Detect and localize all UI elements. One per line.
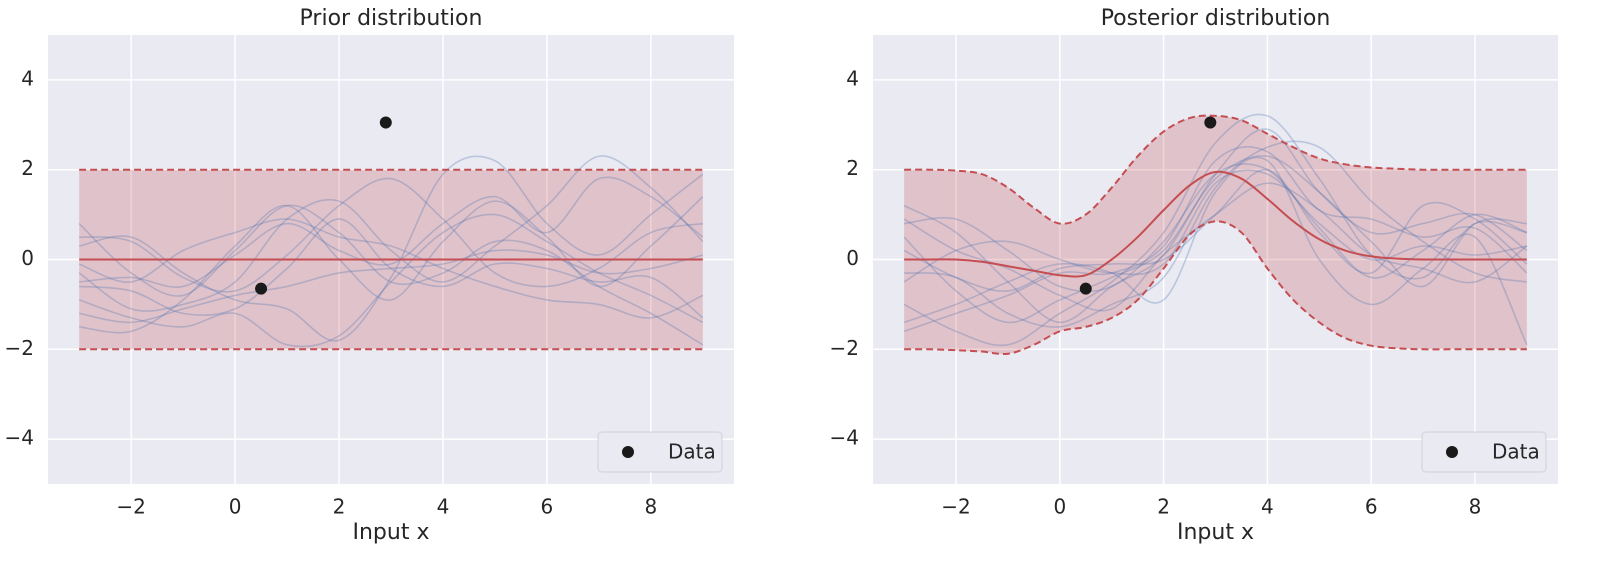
x-tick-label: 6: [541, 495, 554, 519]
sample-line: [79, 218, 704, 319]
lower-bound: [904, 220, 1527, 356]
y-tick-label: 4: [846, 66, 859, 90]
y-tick-label: 2: [846, 156, 859, 180]
sample-line: [903, 182, 1528, 312]
x-tick-label: 2: [1157, 495, 1170, 519]
sample-line: [78, 213, 704, 348]
legend-label: Data: [668, 440, 716, 464]
y-tick-label: −4: [5, 426, 34, 450]
sample-line: [903, 155, 1527, 324]
sample-line: [79, 176, 704, 288]
x-axis-label: Input x: [1177, 520, 1254, 545]
x-tick-label: 0: [1053, 495, 1066, 519]
x-tick-label: 8: [1469, 495, 1482, 519]
sample-line: [903, 146, 1528, 333]
confidence-band: [904, 115, 1527, 355]
sample-line: [78, 218, 704, 319]
legend-marker: [1446, 446, 1458, 458]
sample-line: [78, 155, 704, 312]
upper-bound: [904, 114, 1527, 225]
y-tick-label: 2: [21, 156, 34, 180]
x-axis-label: Input x: [353, 520, 430, 545]
legend: Data: [597, 431, 723, 473]
sample-line: [903, 128, 1528, 324]
sample-line: [903, 169, 1527, 283]
x-tick-label: 4: [437, 495, 450, 519]
y-tick-label: 0: [21, 246, 34, 270]
data-point: [1204, 116, 1217, 129]
x-tick-label: 0: [229, 495, 242, 519]
legend: Data: [1421, 431, 1547, 473]
data-point: [379, 116, 392, 129]
legend-marker: [622, 446, 634, 458]
legend-box: [597, 431, 723, 473]
sample-line: [904, 140, 1527, 328]
x-tick-label: −2: [941, 495, 970, 519]
y-tick-label: −2: [5, 336, 34, 360]
subplot: −2 0 2 4 6 8 −4 −2 0 2 4 Prior distribution Input x D…: [5, 6, 734, 545]
y-tick-label: 4: [21, 66, 34, 90]
x-tick-label: 8: [644, 495, 657, 519]
sample-line: [903, 113, 1528, 347]
sample-line: [78, 204, 704, 346]
chart-title: Prior distribution: [300, 6, 483, 31]
x-tick-label: 2: [333, 495, 346, 519]
sample-line: [903, 168, 1528, 292]
sample-line: [79, 177, 703, 293]
x-tick-label: 6: [1365, 495, 1378, 519]
chart-title: Posterior distribution: [1101, 6, 1331, 31]
sample-line: [903, 156, 1528, 346]
y-tick-label: −4: [830, 426, 859, 450]
legend-label: Data: [1492, 440, 1540, 464]
data-point: [255, 282, 268, 295]
x-tick-label: 4: [1261, 495, 1274, 519]
y-tick-label: 0: [846, 246, 859, 270]
sample-line: [79, 196, 704, 334]
legend-box: [1421, 431, 1547, 473]
sample-line: [904, 163, 1528, 293]
subplot: −2 0 2 4 6 8 −4 −2 0 2 4 Posterior distribution Inpu…: [830, 6, 1558, 545]
sample-line: [79, 249, 704, 324]
data-point: [1079, 282, 1092, 295]
y-tick-label: −2: [830, 336, 859, 360]
x-tick-label: −2: [116, 495, 145, 519]
sample-line: [79, 155, 704, 342]
mean-line: [904, 170, 1527, 278]
